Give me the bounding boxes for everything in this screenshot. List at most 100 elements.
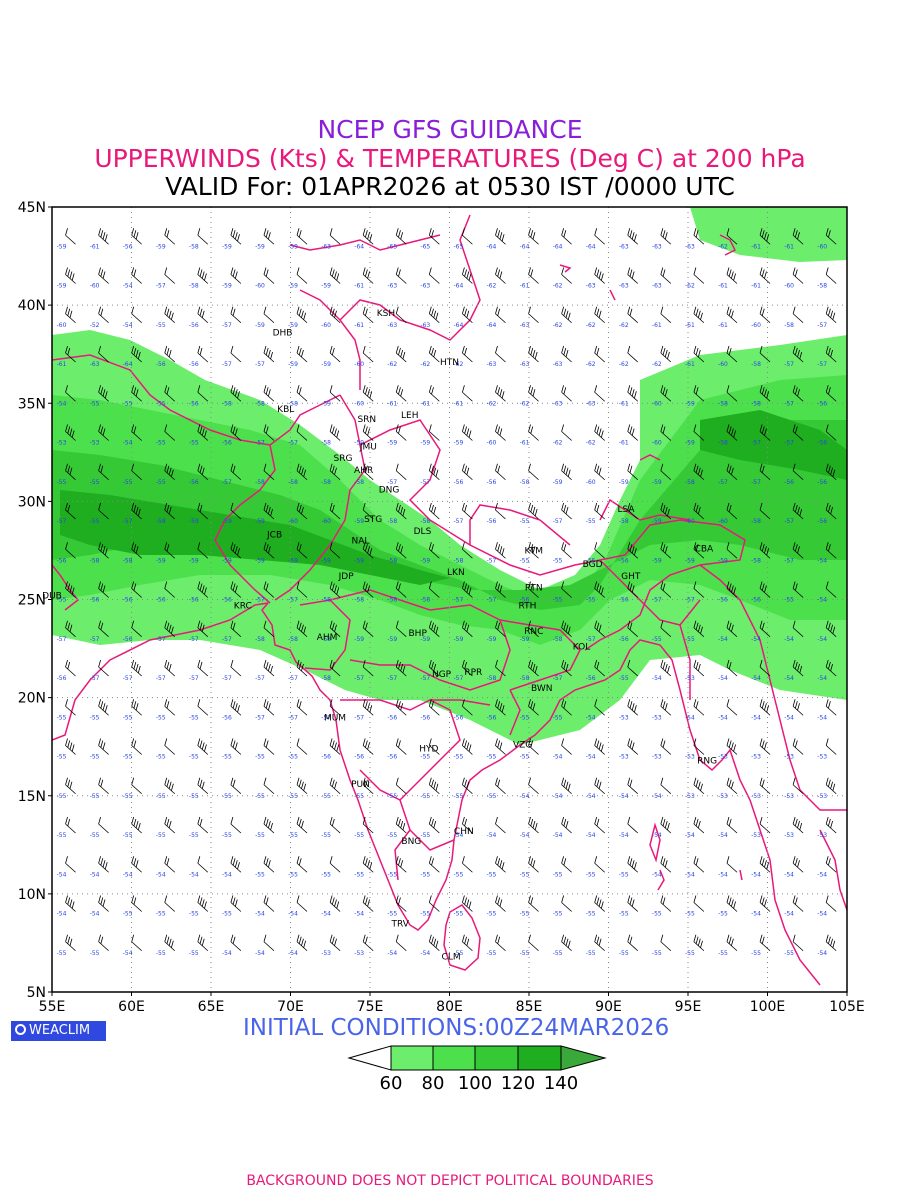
temperature-value: -63: [619, 283, 629, 290]
temperature-value: -56: [619, 597, 629, 604]
wind-barb: [528, 542, 539, 559]
temperature-value: -63: [420, 283, 430, 290]
temperature-value: -55: [784, 597, 794, 604]
station-label: RNG: [697, 756, 717, 766]
station-label: CBA: [695, 544, 714, 554]
wind-barb: [792, 699, 804, 716]
wind-barb: [792, 306, 804, 324]
wind-barb: [362, 502, 374, 520]
temperature-value: -55: [189, 793, 199, 800]
wind-barb: [759, 895, 771, 912]
temperature-value: -54: [817, 911, 827, 918]
wind-barb: [131, 659, 142, 677]
wind-barb: [693, 228, 705, 245]
temperature-value: -54: [817, 597, 827, 604]
wind-barb: [263, 738, 275, 755]
temperature-value: -56: [387, 714, 397, 721]
wind-barb: [395, 738, 407, 755]
wind-barb: [362, 581, 374, 598]
temperature-value: -63: [387, 283, 397, 290]
temperature-value: -61: [784, 243, 794, 250]
wind-barb: [825, 738, 837, 755]
wind-barb: [197, 738, 209, 755]
temperature-value: -63: [586, 400, 596, 407]
wind-barb: [462, 699, 473, 716]
wind-barb: [428, 777, 440, 795]
temperature-value: -55: [222, 754, 232, 761]
wind-barb: [65, 659, 76, 677]
station-label: MUM: [324, 713, 346, 723]
wind-barb: [561, 699, 572, 716]
wind-barb: [65, 502, 76, 520]
temperature-value: -61: [718, 322, 728, 329]
temperature-value: -55: [354, 832, 364, 839]
temperature-value: -54: [718, 675, 728, 682]
wind-barb: [98, 267, 109, 284]
temperature-value: -55: [420, 871, 430, 878]
wind-barb: [462, 345, 473, 363]
temperature-value: -61: [90, 243, 100, 250]
temperature-value: -61: [685, 322, 695, 329]
wind-barb: [131, 424, 142, 441]
wind-barb: [627, 385, 639, 402]
wind-barb: [263, 424, 275, 441]
temperature-value: -55: [90, 400, 100, 407]
wind-barb: [726, 816, 738, 834]
temperature-value: -60: [817, 243, 827, 250]
temperature-value: -55: [619, 911, 629, 918]
temperature-value: -59: [718, 557, 728, 564]
temperature-value: -64: [586, 243, 596, 250]
temperature-value: -53: [817, 754, 827, 761]
temperature-value: -55: [387, 871, 397, 878]
wind-barb: [428, 267, 440, 284]
wind-barb: [164, 542, 176, 559]
wind-barb: [362, 345, 374, 363]
temperature-value: -57: [288, 440, 298, 447]
wind-barb: [759, 306, 771, 324]
wind-barb: [65, 816, 76, 834]
wind-barb: [428, 816, 440, 834]
wind-barb: [65, 738, 76, 755]
wind-barb: [759, 816, 771, 834]
wind-barb: [627, 895, 639, 912]
wind-barb: [230, 463, 242, 481]
wind-barb: [197, 463, 209, 481]
temperature-value: -64: [487, 243, 497, 250]
title-guidance: NCEP GFS GUIDANCE: [317, 115, 583, 144]
wind-barb: [131, 228, 142, 245]
temperature-value: -58: [189, 243, 199, 250]
wind-barb: [693, 934, 705, 952]
wind-barb: [495, 463, 506, 481]
wind-barb: [197, 502, 209, 520]
temperature-value: -55: [90, 950, 100, 957]
temperature-values: -59 -61 -56 -59 -58 -59 -59 -59 -63 -64 -65 -65 -65 -…: [57, 243, 828, 957]
wind-barb: [726, 738, 738, 755]
temperature-value: -59: [321, 400, 331, 407]
wind-barb: [428, 385, 440, 402]
wind-barb: [759, 542, 771, 559]
wind-barb: [296, 581, 308, 598]
temperature-value: -54: [817, 557, 827, 564]
temperature-value: -58: [321, 675, 331, 682]
temperature-value: -57: [222, 361, 232, 368]
temperature-value: -56: [222, 597, 232, 604]
temperature-value: -56: [487, 518, 497, 525]
wind-barb: [131, 306, 142, 324]
temperature-value: -57: [90, 636, 100, 643]
temperature-value: -55: [453, 950, 463, 957]
wind-barb: [693, 267, 705, 284]
wind-barb: [131, 385, 142, 402]
wind-barb: [164, 581, 176, 598]
wind-barb: [792, 581, 804, 598]
wind-barb: [792, 345, 804, 363]
wind-barb: [495, 502, 506, 520]
temperature-value: -54: [619, 793, 629, 800]
temperature-value: -53: [652, 714, 662, 721]
temperature-value: -55: [288, 793, 298, 800]
wind-barb: [164, 816, 176, 834]
temperature-value: -60: [255, 283, 265, 290]
wind-barb: [561, 777, 572, 795]
wind-barb: [528, 345, 539, 363]
temperature-value: -54: [619, 832, 629, 839]
temperature-value: -58: [288, 479, 298, 486]
